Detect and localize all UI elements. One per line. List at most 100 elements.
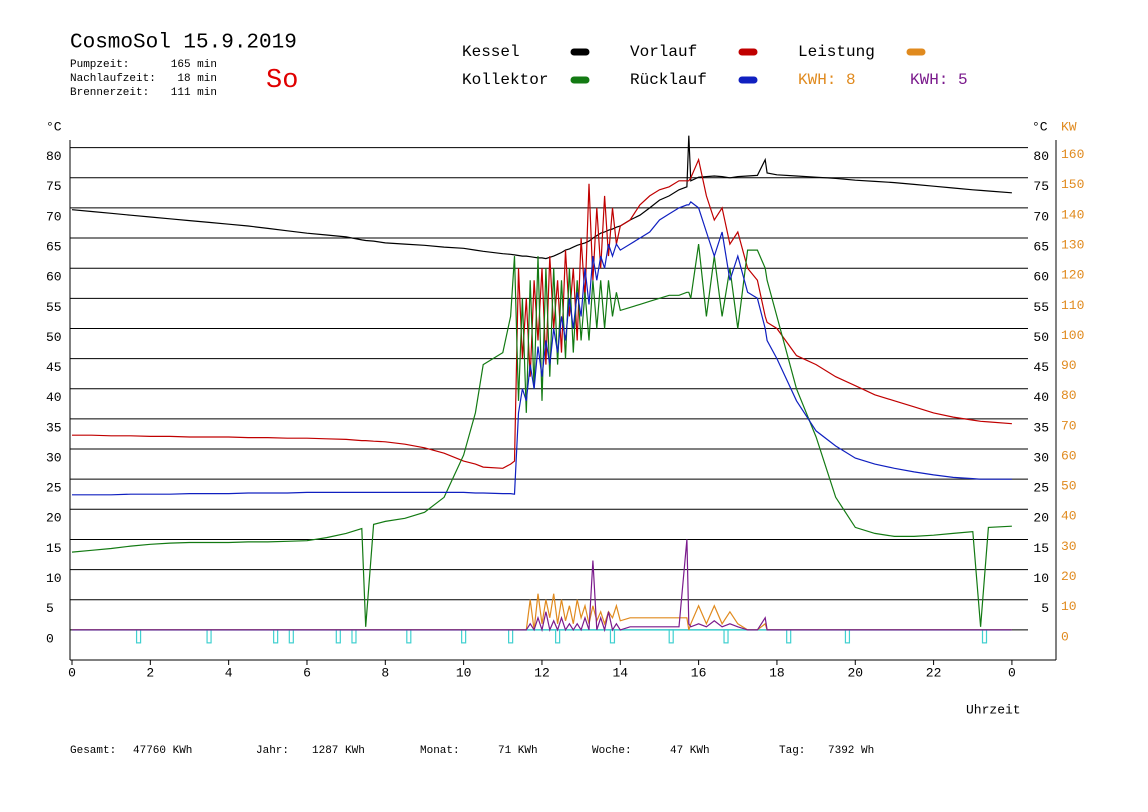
y-tick-label: 65: [46, 239, 62, 254]
footer-value: 47760 KWh: [133, 745, 192, 757]
y2-tick-label: 100: [1061, 328, 1084, 343]
x-tick-label: 18: [769, 665, 785, 680]
y2-tick-label: 50: [1061, 479, 1077, 494]
x-tick-label: 20: [847, 665, 863, 680]
y-unit: °C: [46, 119, 62, 134]
y-right-tick-label: 15: [1033, 541, 1049, 556]
series-line: [72, 157, 1012, 469]
footer-value: 7392 Wh: [828, 745, 874, 757]
y-right-tick-label: 80: [1033, 149, 1049, 164]
chart-title: CosmoSol 15.9.2019: [70, 32, 297, 55]
legend-label: Vorlauf: [630, 43, 697, 61]
legend-label: Kollektor: [462, 71, 548, 89]
y2-tick-label: 140: [1061, 207, 1084, 222]
y-tick-label: 60: [46, 270, 62, 285]
legend-label: Kessel: [462, 43, 520, 61]
info-label: Nachlaufzeit:: [70, 73, 156, 85]
series-line: [72, 539, 1012, 633]
y-right-tick-label: 60: [1033, 270, 1049, 285]
y-right-tick-label: 70: [1033, 209, 1049, 224]
y2-tick-label: 120: [1061, 268, 1084, 283]
y-tick-label: 50: [46, 330, 62, 345]
y2-tick-label: 40: [1061, 509, 1077, 524]
pump-pulse: [668, 629, 674, 644]
y2-tick-label: 10: [1061, 599, 1077, 614]
legend-label: Rücklauf: [630, 71, 707, 89]
info-label: Pumpzeit:: [70, 59, 129, 71]
y-tick-label: 75: [46, 179, 62, 194]
y2-tick-label: 20: [1061, 569, 1077, 584]
y2-unit-kw: KW: [1061, 119, 1077, 134]
y-tick-label: 30: [46, 450, 62, 465]
y-tick-label: 0: [46, 631, 54, 646]
y2-tick-label: 0: [1061, 629, 1069, 644]
x-tick-label: 22: [926, 665, 942, 680]
y2-tick-label: 70: [1061, 418, 1077, 433]
y-tick-label: 80: [46, 149, 62, 164]
y-right-tick-label: 20: [1033, 511, 1049, 526]
y-right-tick-label: 25: [1033, 481, 1049, 496]
y-tick-label: 20: [46, 511, 62, 526]
y2-tick-label: 30: [1061, 539, 1077, 554]
y-tick-label: 25: [46, 481, 62, 496]
x-tick-label: 10: [456, 665, 472, 680]
y2-tick-label: 60: [1061, 448, 1077, 463]
series-line: [72, 201, 1012, 496]
y-tick-label: 70: [46, 209, 62, 224]
info-label: Brennerzeit:: [70, 87, 149, 99]
y-right-tick-label: 40: [1033, 390, 1049, 405]
y2-tick-label: 80: [1061, 388, 1077, 403]
kwh-label: KWH: 8: [798, 71, 856, 89]
x-tick-label: 12: [534, 665, 550, 680]
x-axis-label: Uhrzeit: [966, 702, 1021, 717]
y-right-tick-label: 65: [1033, 239, 1049, 254]
y2-tick-label: 110: [1061, 298, 1084, 313]
info-value: 165 min: [171, 59, 217, 71]
y2-tick-label: 160: [1061, 147, 1084, 162]
y-right-tick-label: 35: [1033, 420, 1049, 435]
weekday: So: [266, 66, 298, 96]
info-value: 111 min: [171, 87, 217, 99]
footer-label: Woche:: [592, 745, 632, 757]
y-tick-label: 10: [46, 571, 62, 586]
footer-value: 71 KWh: [498, 745, 538, 757]
x-tick-label: 0: [1008, 665, 1016, 680]
x-tick-label: 8: [381, 665, 389, 680]
y-right-tick-label: 45: [1033, 360, 1049, 375]
y2-unit-c: °C: [1032, 119, 1048, 134]
series-line: [71, 244, 1012, 627]
y2-tick-label: 130: [1061, 237, 1084, 252]
y2-tick-label: 150: [1061, 177, 1084, 192]
x-tick-label: 2: [146, 665, 154, 680]
y-tick-label: 15: [46, 541, 62, 556]
info-value: 18 min: [177, 73, 217, 85]
y-tick-label: 55: [46, 300, 62, 315]
y-tick-label: 45: [46, 360, 62, 375]
y-tick-label: 5: [46, 601, 54, 616]
y-right-tick-label: 75: [1033, 179, 1049, 194]
footer-label: Jahr:: [256, 745, 289, 757]
pump-pulse: [723, 629, 729, 644]
y-tick-label: 40: [46, 390, 62, 405]
x-tick-label: 4: [225, 665, 233, 680]
y-right-tick-label: 50: [1033, 330, 1049, 345]
legend-label: Leistung: [798, 43, 875, 61]
kwh-label: KWH: 5: [910, 71, 968, 89]
footer-label: Gesamt:: [70, 745, 116, 757]
footer-label: Tag:: [779, 745, 805, 757]
footer-value: 47 KWh: [670, 745, 710, 757]
series-line: [71, 135, 1012, 260]
y-tick-label: 35: [46, 420, 62, 435]
footer-value: 1287 KWh: [312, 745, 365, 757]
y-right-tick-label: 10: [1033, 571, 1049, 586]
x-tick-label: 16: [691, 665, 707, 680]
x-tick-label: 6: [303, 665, 311, 680]
x-tick-label: 14: [612, 665, 628, 680]
x-tick-label: 0: [68, 665, 76, 680]
y-right-tick-label: 30: [1033, 450, 1049, 465]
y2-tick-label: 90: [1061, 358, 1077, 373]
y-right-tick-label: 55: [1033, 300, 1049, 315]
footer-label: Monat:: [420, 745, 460, 757]
